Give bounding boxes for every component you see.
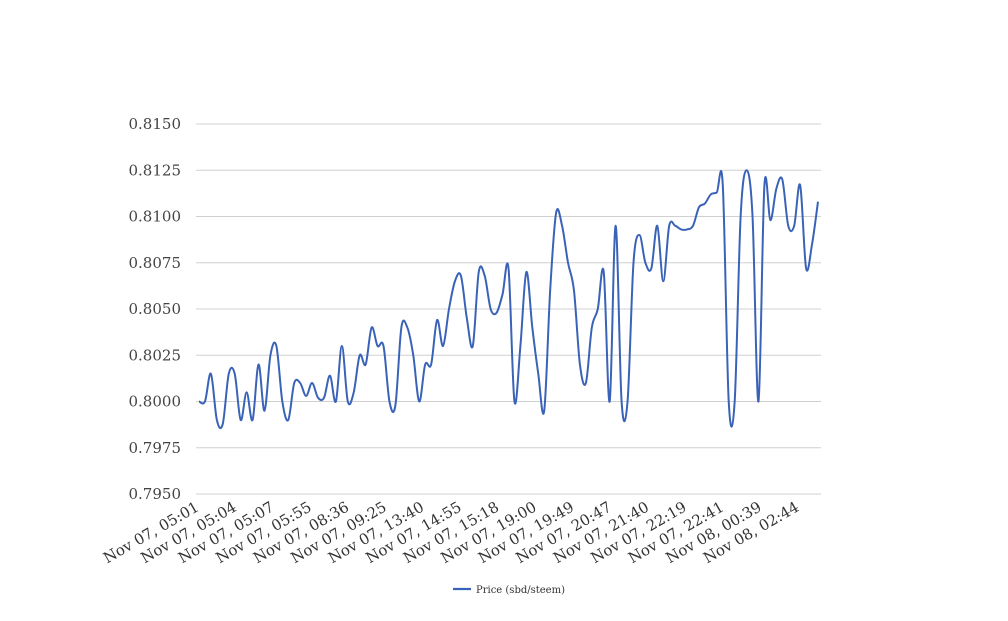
series-line-0 — [198, 169, 819, 430]
y-tick-label: 0.8100 — [129, 208, 182, 226]
y-axis-ticks: 0.8150 0.8125 0.8100 0.8075 0.8050 0.8025 0.80… — [129, 115, 182, 503]
y-tick-label: 0.8150 — [129, 115, 182, 133]
y-tick-label: 0.7975 — [129, 439, 182, 457]
series-layer — [198, 169, 819, 430]
gridlines — [196, 123, 821, 495]
y-tick-label: 0.8125 — [129, 161, 182, 179]
y-tick-label: 0.8075 — [129, 254, 182, 272]
y-tick-label: 0.8000 — [129, 393, 182, 411]
legend-label: Price (sbd/steem) — [476, 585, 565, 596]
y-tick-label: 0.7950 — [129, 485, 182, 503]
y-tick-label: 0.8025 — [129, 346, 182, 364]
legend: Price (sbd/steem) — [453, 585, 565, 596]
y-tick-label: 0.8050 — [129, 300, 182, 318]
